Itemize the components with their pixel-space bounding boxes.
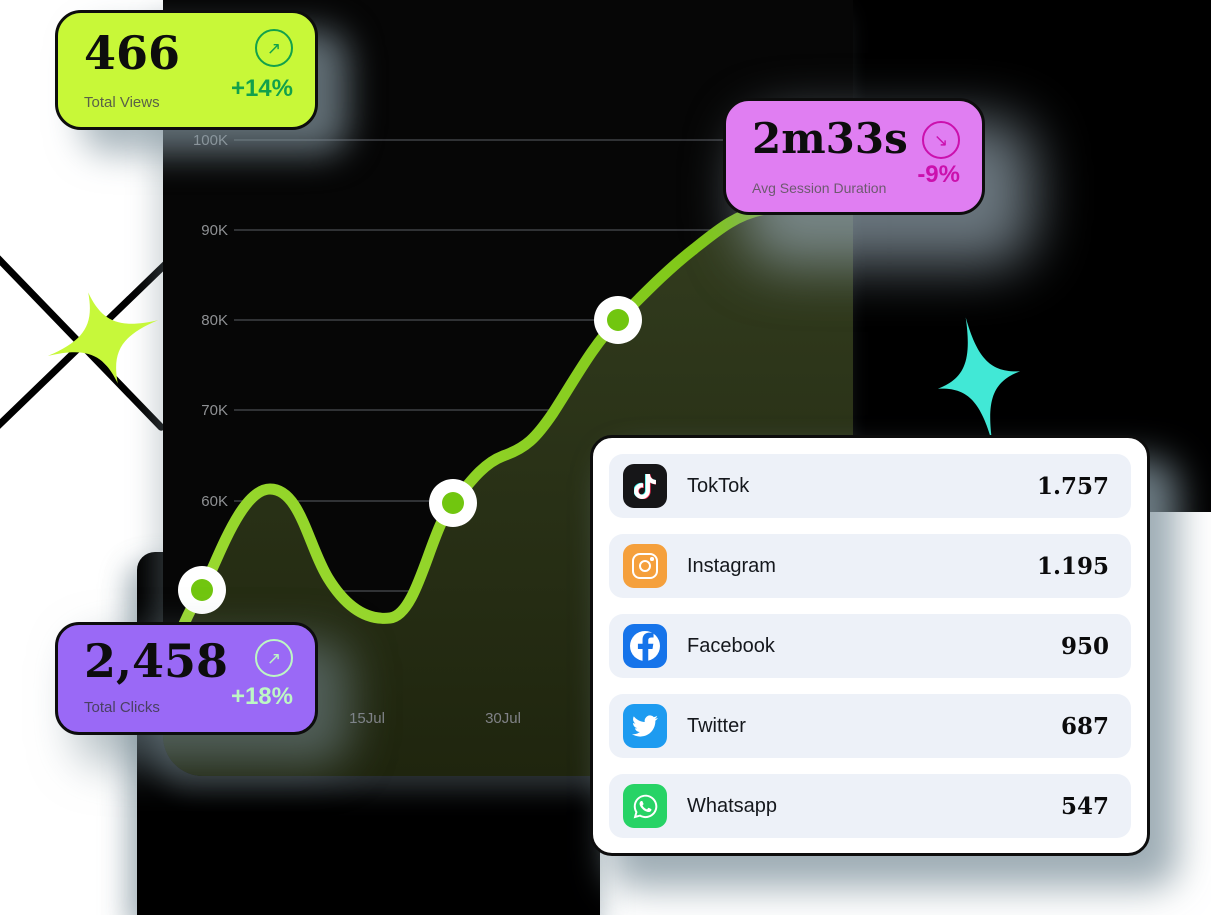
arrow-up-right-circle-icon: ↗ [255,639,293,677]
x-axis-tick-label: 15Jul [349,710,385,727]
cyan-sparkle-icon [937,317,1021,443]
total-views-delta: +14% [230,75,293,102]
list-item-twitter[interactable]: Twitter 687 [609,694,1131,758]
list-item-value: 1.195 [1036,552,1109,580]
data-point-markers[interactable] [178,296,642,614]
green-sparkle-icon [47,292,159,384]
data-point-inner [607,309,629,331]
list-item-label: Facebook [687,634,775,657]
platforms-list-card: TokTok 1.757 Instagram 1.195 Facebook 95… [590,435,1150,856]
x-axis-tick-label: 30Jul [485,710,521,727]
data-point-inner [442,492,464,514]
list-item-value: 950 [1060,632,1109,660]
instagram-icon [623,544,667,588]
list-item-facebook[interactable]: Facebook 950 [609,614,1131,678]
list-item-whatsapp[interactable]: Whatsapp 547 [609,774,1131,838]
list-item-label: TokTok [687,474,750,497]
list-item-label: Whatsapp [687,794,778,817]
total-views-value: 466 [84,26,181,80]
y-axis-tick-label: 70K [201,402,228,419]
arrow-up-right-circle-icon: ↗ [255,29,293,67]
trend-glyph: ↘ [933,130,949,150]
y-axis-tick-label: 80K [201,312,228,329]
avg-session-card[interactable]: 2m33s Avg Session Duration ↘ -9% [723,98,985,215]
list-item-value: 547 [1060,792,1109,820]
trend-glyph: ↗ [266,38,282,58]
avg-session-label: Avg Session Duration [752,180,887,196]
whatsapp-icon [623,784,667,828]
total-clicks-value: 2,458 [84,634,229,688]
axis-labels: 100K 90K 80K 70K 60K 15Jul 30Jul [193,132,521,727]
trend-glyph: ↗ [266,648,282,668]
avg-session-delta: -9% [917,161,960,188]
twitter-icon [623,704,667,748]
total-views-card[interactable]: 466 Total Views ↗ +14% [55,10,318,130]
y-axis-tick-label: 100K [193,132,228,149]
list-item-value: 1.757 [1036,472,1109,500]
list-item-instagram[interactable]: Instagram 1.195 [609,534,1131,598]
total-clicks-card[interactable]: 2,458 Total Clicks ↗ +18% [55,622,318,735]
total-clicks-label: Total Clicks [84,699,160,716]
facebook-icon [623,624,667,668]
list-item-label: Twitter [687,714,746,737]
y-axis-tick-label: 60K [201,493,228,510]
total-views-label: Total Views [84,94,160,111]
y-axis-tick-label: 90K [201,222,228,239]
list-item-tiktok[interactable]: TokTok 1.757 [609,454,1131,518]
arrow-down-right-circle-icon: ↘ [922,121,960,159]
data-point-inner [191,579,213,601]
total-clicks-delta: +18% [230,683,293,710]
list-item-label: Instagram [687,554,776,577]
list-item-value: 687 [1060,712,1109,740]
tiktok-icon [623,464,667,508]
avg-session-value: 2m33s [752,114,908,163]
